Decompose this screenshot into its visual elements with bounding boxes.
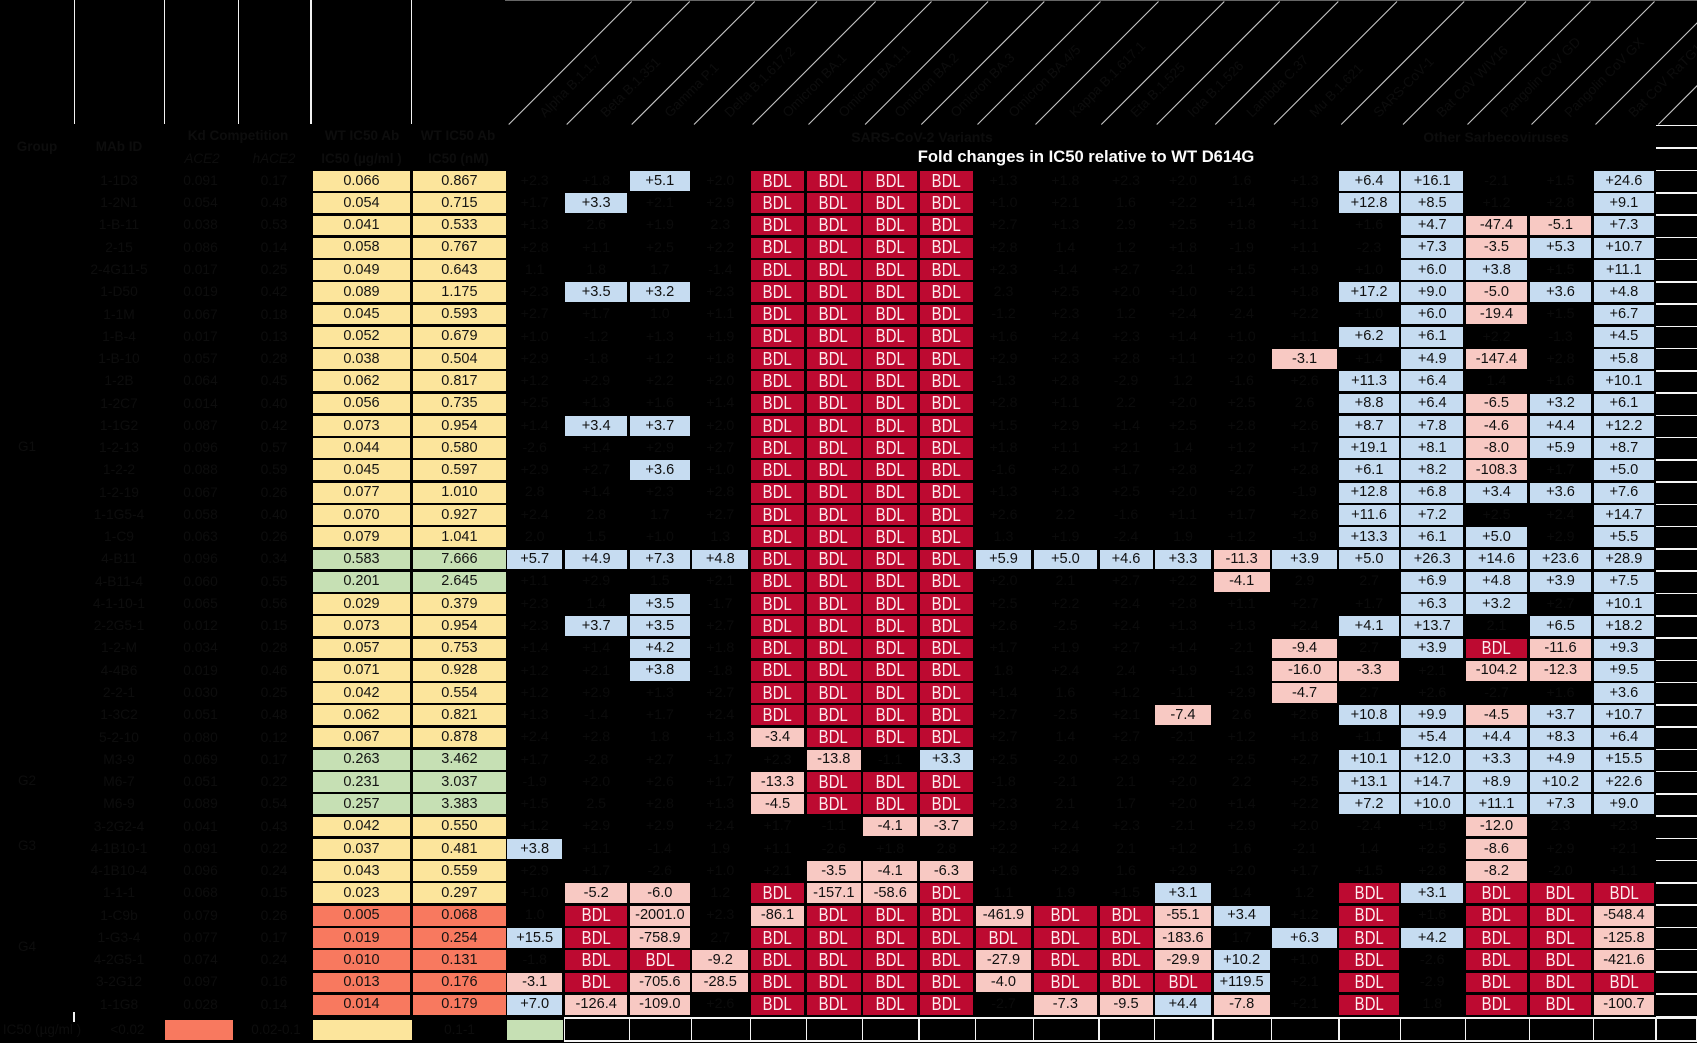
svg-text:SARS-CoV-1: SARS-CoV-1 [1371,54,1437,120]
svg-text:Iota B.1.526: Iota B.1.526 [1185,58,1247,120]
svg-text:Gamma P.1: Gamma P.1 [662,60,722,120]
svg-text:Mu B.1.621: Mu B.1.621 [1307,61,1366,120]
svg-text:Beta B.1.351: Beta B.1.351 [598,54,664,120]
